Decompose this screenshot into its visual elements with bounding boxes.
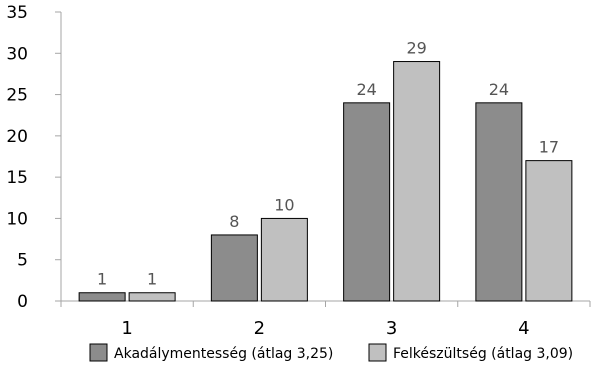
data-label: 17 — [539, 138, 559, 157]
data-label: 1 — [97, 270, 107, 289]
bar-series-2-2 — [260, 217, 308, 302]
y-tick-label: 0 — [17, 292, 28, 312]
data-label: 1 — [147, 270, 157, 289]
data-labels: 1 8 24 24 1 10 29 17 — [97, 39, 559, 289]
data-label: 10 — [274, 195, 294, 214]
legend-label: Akadálymentesség (átlag 3,25) — [114, 346, 333, 362]
legend: Akadálymentesség (átlag 3,25) Felkészülts… — [89, 343, 573, 362]
y-tick-label: 30 — [6, 44, 28, 64]
data-label: 24 — [356, 80, 376, 99]
x-tick-label: 1 — [121, 318, 132, 339]
data-label: 8 — [229, 212, 239, 231]
y-tick-label: 15 — [6, 168, 28, 188]
x-tick-label: 3 — [386, 318, 397, 339]
bar-series-2-4 — [525, 160, 573, 302]
bar-series-1-2 — [210, 234, 258, 302]
bar-series-1-3 — [343, 102, 391, 302]
x-axis: 1 2 3 4 — [60, 300, 591, 339]
bar-series-1-4 — [475, 102, 523, 302]
legend-swatch — [368, 343, 387, 362]
y-tick-label: 25 — [6, 86, 28, 106]
y-tick-label: 5 — [17, 251, 28, 271]
bar-series-1-1 — [78, 292, 126, 302]
x-tick-label: 2 — [254, 318, 265, 339]
legend-label: Felkészültség (átlag 3,09) — [393, 346, 573, 362]
x-tick-label: 4 — [518, 318, 529, 339]
bar-series-2-3 — [393, 61, 441, 302]
data-label: 24 — [489, 80, 509, 99]
y-tick-label: 10 — [6, 209, 28, 229]
bar-series-2-1 — [128, 292, 176, 302]
data-label: 29 — [406, 39, 426, 58]
y-axis: 0 5 10 15 20 25 30 35 — [6, 3, 62, 312]
bars — [78, 61, 573, 302]
y-tick-label: 35 — [6, 3, 28, 23]
y-tick-label: 20 — [6, 127, 28, 147]
legend-swatch — [89, 343, 108, 362]
